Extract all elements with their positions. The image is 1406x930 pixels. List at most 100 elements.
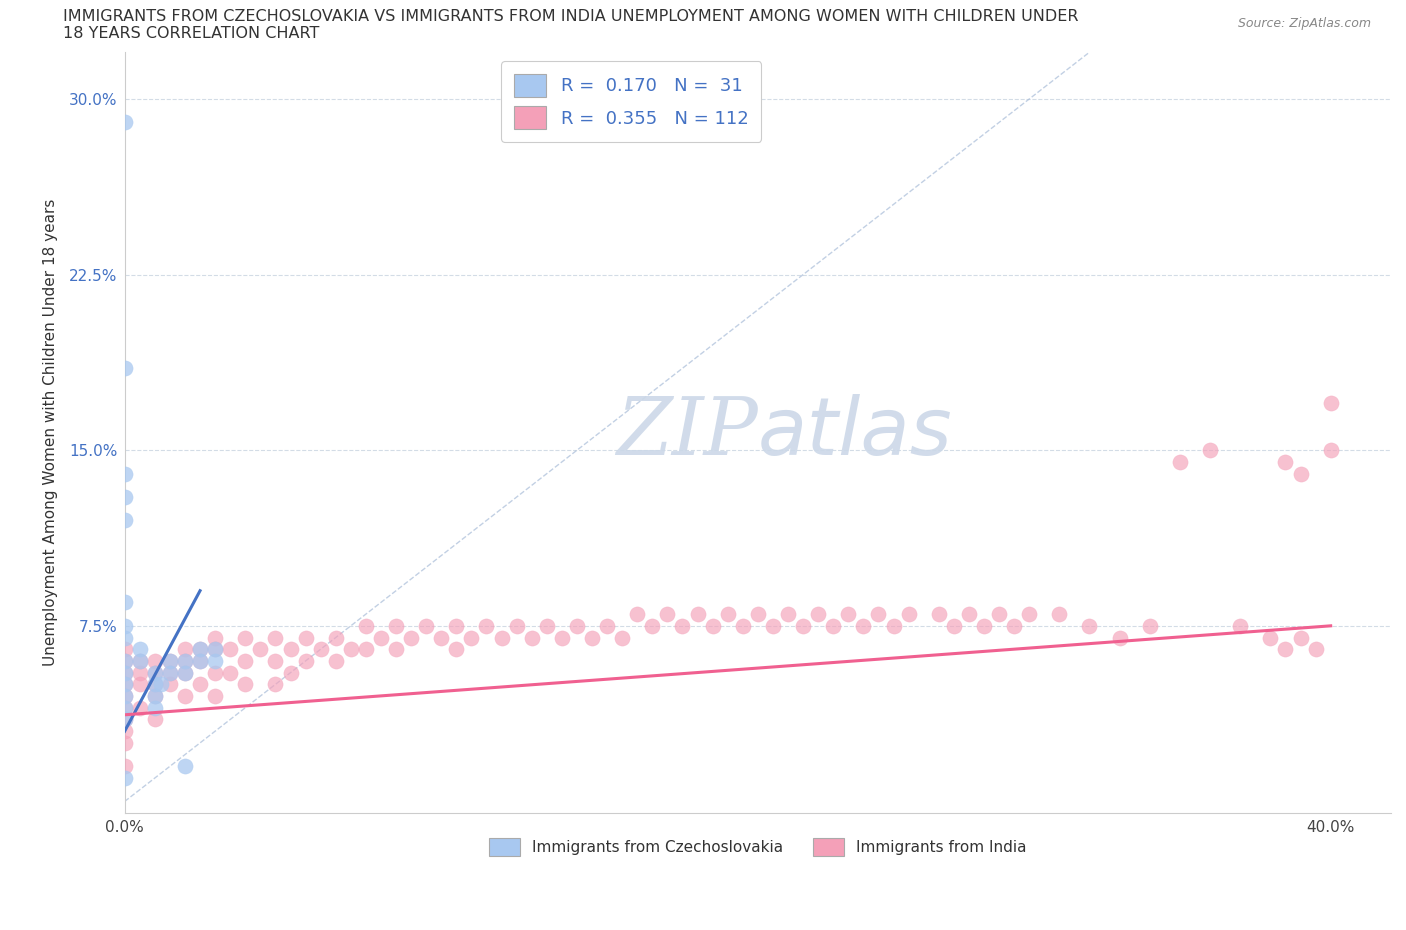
Point — [731, 618, 754, 633]
Point — [128, 654, 150, 669]
Point — [114, 654, 136, 669]
Point — [446, 642, 468, 657]
Point — [219, 665, 242, 680]
Point — [114, 466, 136, 481]
Point — [309, 642, 332, 657]
Point — [143, 712, 166, 727]
Point — [1289, 466, 1312, 481]
Point — [1002, 618, 1025, 633]
Point — [174, 759, 197, 774]
Point — [159, 654, 181, 669]
Point — [128, 700, 150, 715]
Point — [1139, 618, 1161, 633]
Point — [143, 677, 166, 692]
Point — [114, 595, 136, 610]
Point — [114, 115, 136, 130]
Point — [536, 618, 558, 633]
Point — [159, 654, 181, 669]
Point — [143, 665, 166, 680]
Point — [114, 700, 136, 715]
Point — [143, 654, 166, 669]
Point — [280, 665, 302, 680]
Point — [264, 654, 287, 669]
Point — [233, 631, 256, 645]
Point — [114, 712, 136, 727]
Point — [686, 606, 709, 621]
Point — [294, 631, 316, 645]
Point — [942, 618, 965, 633]
Point — [807, 606, 830, 621]
Point — [1018, 606, 1040, 621]
Point — [565, 618, 588, 633]
Point — [188, 642, 211, 657]
Point — [128, 665, 150, 680]
Point — [264, 677, 287, 692]
Point — [114, 642, 136, 657]
Point — [325, 631, 347, 645]
Point — [114, 654, 136, 669]
Point — [114, 665, 136, 680]
Point — [114, 688, 136, 703]
Point — [159, 677, 181, 692]
Text: atlas: atlas — [758, 393, 953, 472]
Point — [233, 654, 256, 669]
Point — [973, 618, 995, 633]
Point — [325, 654, 347, 669]
Point — [159, 665, 181, 680]
Point — [551, 631, 574, 645]
Point — [188, 654, 211, 669]
Point — [1319, 396, 1341, 411]
Point — [1289, 631, 1312, 645]
Point — [143, 665, 166, 680]
Point — [204, 688, 226, 703]
Point — [762, 618, 785, 633]
Point — [204, 631, 226, 645]
Point — [415, 618, 437, 633]
Point — [1274, 642, 1296, 657]
Point — [188, 642, 211, 657]
Point — [233, 677, 256, 692]
Text: ZIP: ZIP — [616, 394, 758, 472]
Point — [174, 654, 197, 669]
Point — [776, 606, 799, 621]
Text: 18 YEARS CORRELATION CHART: 18 YEARS CORRELATION CHART — [63, 26, 319, 41]
Point — [430, 631, 453, 645]
Y-axis label: Unemployment Among Women with Children Under 18 years: Unemployment Among Women with Children U… — [44, 199, 58, 667]
Point — [114, 513, 136, 528]
Point — [505, 618, 527, 633]
Point — [792, 618, 814, 633]
Point — [143, 677, 166, 692]
Point — [385, 618, 408, 633]
Point — [114, 665, 136, 680]
Point — [491, 631, 513, 645]
Point — [114, 677, 136, 692]
Point — [114, 631, 136, 645]
Point — [114, 361, 136, 376]
Point — [581, 631, 603, 645]
Point — [294, 654, 316, 669]
Point — [671, 618, 693, 633]
Point — [143, 700, 166, 715]
Point — [852, 618, 875, 633]
Text: IMMIGRANTS FROM CZECHOSLOVAKIA VS IMMIGRANTS FROM INDIA UNEMPLOYMENT AMONG WOMEN: IMMIGRANTS FROM CZECHOSLOVAKIA VS IMMIGR… — [63, 9, 1078, 24]
Point — [174, 654, 197, 669]
Point — [128, 642, 150, 657]
Point — [114, 618, 136, 633]
Point — [1229, 618, 1251, 633]
Point — [114, 759, 136, 774]
Point — [188, 677, 211, 692]
Point — [957, 606, 980, 621]
Point — [747, 606, 769, 621]
Point — [446, 618, 468, 633]
Text: Source: ZipAtlas.com: Source: ZipAtlas.com — [1237, 17, 1371, 30]
Point — [520, 631, 543, 645]
Point — [897, 606, 920, 621]
Point — [1319, 443, 1341, 458]
Point — [717, 606, 740, 621]
Point — [823, 618, 845, 633]
Point — [626, 606, 648, 621]
Point — [204, 665, 226, 680]
Point — [1305, 642, 1327, 657]
Point — [460, 631, 482, 645]
Point — [219, 642, 242, 657]
